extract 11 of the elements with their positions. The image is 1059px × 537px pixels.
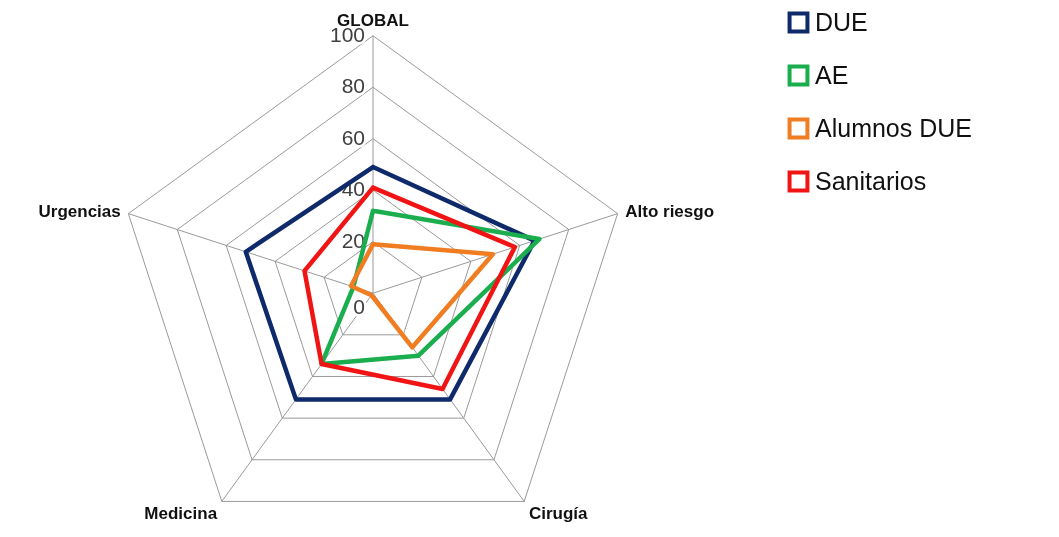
y-tick-label: 0 (353, 295, 365, 319)
spoke-label: Cirugía (528, 504, 589, 524)
legend-label: Alumnos DUE (815, 113, 972, 142)
y-tick-label: 60 (341, 125, 365, 149)
spoke-label: Medicina (144, 504, 218, 524)
y-tick-label: 80 (341, 74, 365, 98)
legend-label: DUE (815, 7, 868, 36)
spoke-label: Urgencias (38, 201, 121, 221)
legend-label: Sanitarios (815, 166, 927, 195)
spoke-label: Alto riesgo (625, 201, 715, 221)
legend-label: AE (815, 60, 849, 89)
